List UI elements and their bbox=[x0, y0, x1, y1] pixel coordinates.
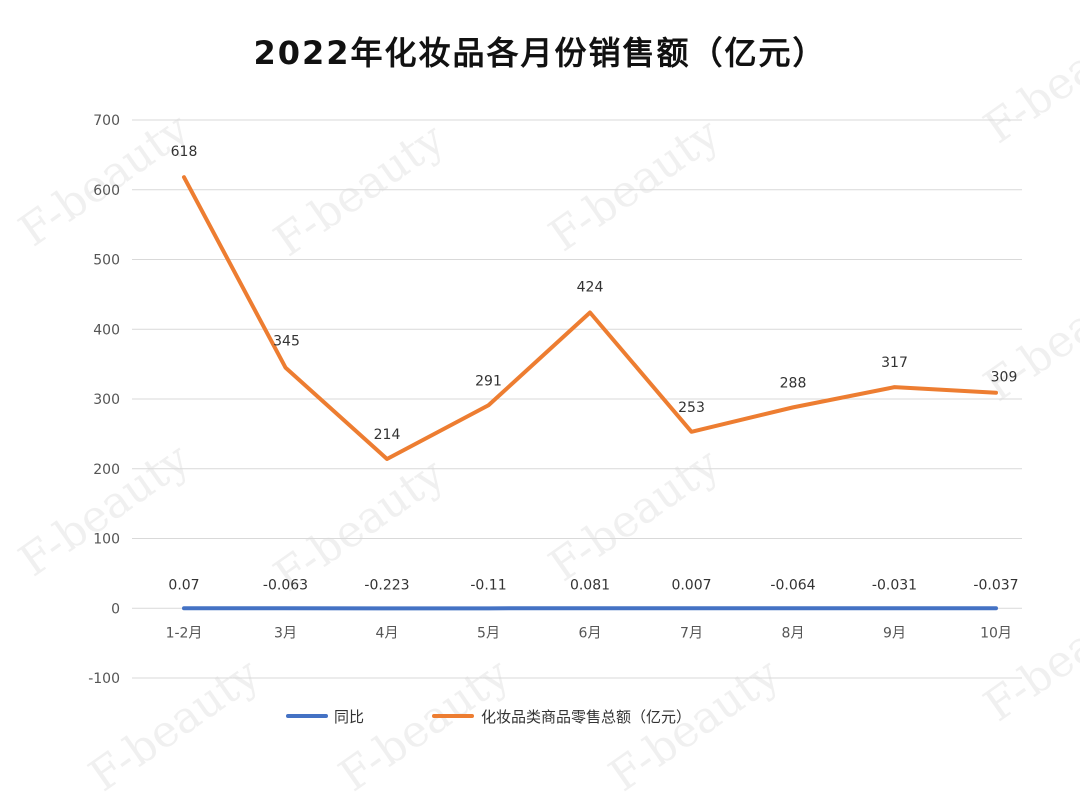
data-label-yoy: 0.007 bbox=[671, 577, 711, 593]
data-label-yoy: -0.037 bbox=[973, 577, 1018, 593]
y-tick-label: 500 bbox=[93, 253, 120, 269]
data-label-yoy: 0.07 bbox=[168, 577, 199, 593]
x-tick-label: 5月 bbox=[477, 625, 500, 641]
data-label-sales: 253 bbox=[678, 400, 705, 416]
x-tick-label: 1-2月 bbox=[166, 625, 203, 641]
data-label-sales: 288 bbox=[780, 375, 807, 391]
data-label-sales: 424 bbox=[577, 280, 604, 296]
data-label-sales: 214 bbox=[374, 427, 401, 443]
data-label-yoy: -0.063 bbox=[263, 577, 308, 593]
data-label-yoy: -0.031 bbox=[872, 577, 917, 593]
x-tick-label: 4月 bbox=[376, 625, 399, 641]
y-tick-label: -100 bbox=[88, 671, 120, 687]
data-label-sales: 317 bbox=[881, 355, 908, 371]
legend-label-1: 同比 bbox=[334, 708, 364, 726]
y-tick-label: 100 bbox=[93, 532, 120, 548]
data-label-yoy: 0.081 bbox=[570, 577, 610, 593]
data-label-sales: 345 bbox=[273, 334, 300, 350]
y-tick-label: 200 bbox=[93, 462, 120, 478]
x-tick-label: 3月 bbox=[274, 625, 297, 641]
y-tick-label: 0 bbox=[111, 601, 120, 617]
y-tick-label: 300 bbox=[93, 392, 120, 408]
data-label-sales: 291 bbox=[475, 373, 502, 389]
y-tick-label: 400 bbox=[93, 322, 120, 338]
data-label-yoy: -0.064 bbox=[770, 577, 815, 593]
line-chart: -100 0 100 200 300 400 500 600 700 1-2月 3月 4月 5月 6月 7月… bbox=[0, 0, 1080, 777]
x-tick-label: 7月 bbox=[680, 625, 703, 641]
data-label-sales: 309 bbox=[991, 370, 1018, 386]
legend-label-2: 化妆品类商品零售总额（亿元） bbox=[481, 708, 691, 726]
y-tick-label: 700 bbox=[93, 113, 120, 129]
x-tick-label: 8月 bbox=[782, 625, 805, 641]
data-label-yoy: -0.11 bbox=[470, 577, 506, 593]
data-label-yoy: -0.223 bbox=[364, 577, 409, 593]
data-label-sales: 618 bbox=[171, 144, 198, 160]
y-tick-label: 600 bbox=[93, 183, 120, 199]
x-tick-label: 6月 bbox=[579, 625, 602, 641]
x-tick-label: 9月 bbox=[883, 625, 906, 641]
series-line-2 bbox=[184, 177, 996, 459]
x-tick-label: 10月 bbox=[980, 625, 1012, 641]
